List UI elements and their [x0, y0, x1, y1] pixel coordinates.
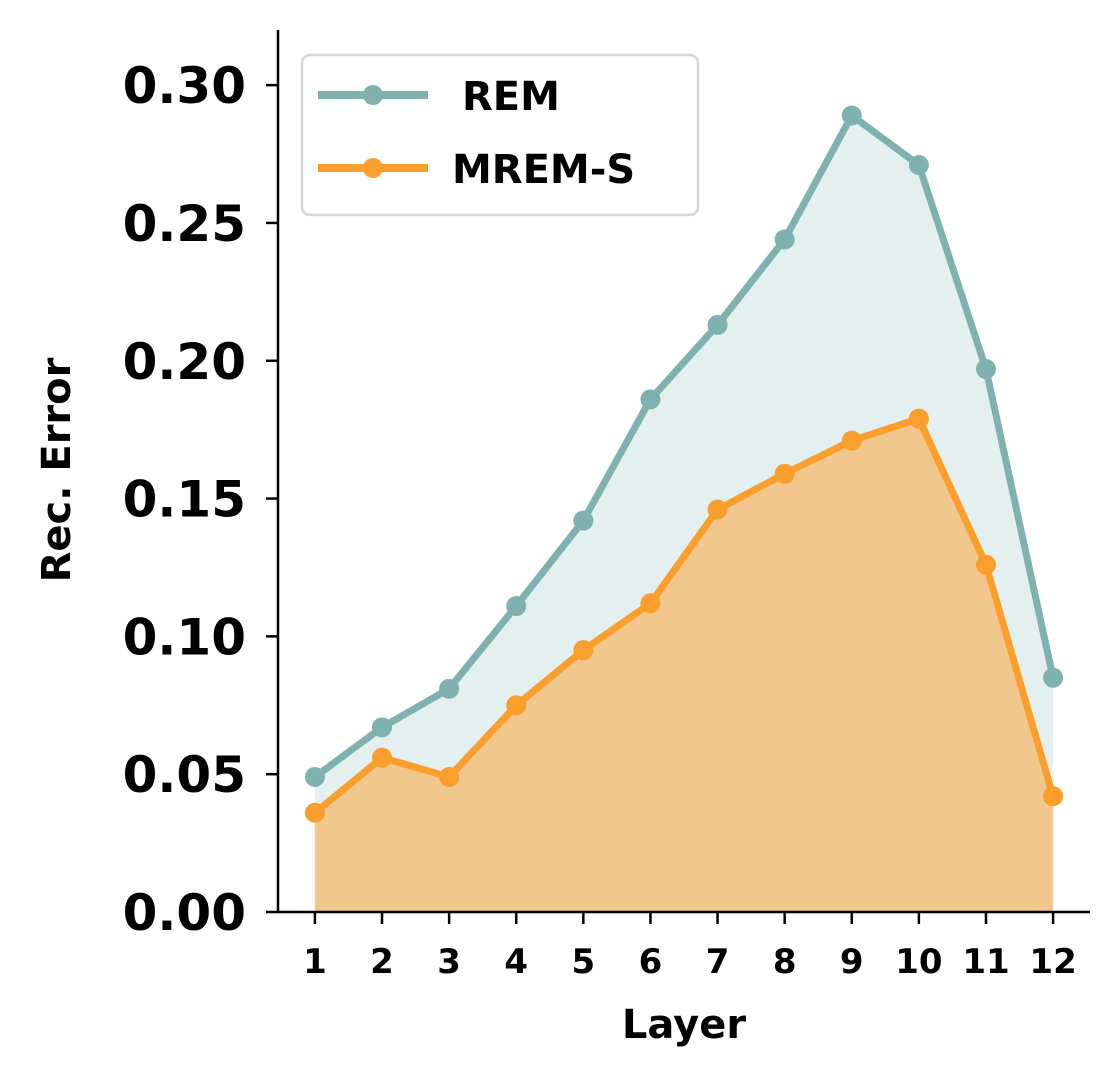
- x-tick-label: 4: [504, 942, 528, 982]
- data-point-rem: [975, 359, 996, 380]
- legend: REM MREM-S: [300, 53, 700, 217]
- data-point-mrem-s: [841, 430, 862, 451]
- area-fill-mrem-s: [314, 418, 1054, 912]
- series-line-rem: [311, 111, 1057, 781]
- series-points: [304, 105, 1064, 823]
- data-point-mrem-s: [439, 766, 460, 787]
- data-point-mrem-s: [640, 593, 661, 614]
- x-ticks: 1 2 3 4 5 6 7 8 9 10 11 12: [303, 912, 1077, 982]
- data-point-mrem-s: [506, 695, 527, 716]
- x-tick-label: 10: [895, 942, 942, 982]
- data-point-mrem-s: [975, 554, 996, 575]
- y-tick-label: 0.10: [123, 608, 246, 666]
- data-point-mrem-s: [372, 747, 393, 768]
- legend-marker-mrem-s: [363, 158, 383, 178]
- series-line-mrem-s: [311, 415, 1057, 817]
- data-point-mrem-s: [707, 499, 728, 520]
- data-point-rem: [640, 389, 661, 410]
- x-tick-label: 7: [706, 942, 730, 982]
- legend-marker-rem: [363, 85, 383, 105]
- x-tick-label: 11: [962, 942, 1009, 982]
- x-tick-label: 2: [370, 942, 394, 982]
- y-tick-label: 0.30: [123, 57, 246, 115]
- data-point-rem: [372, 717, 393, 738]
- legend-entry-rem: REM: [318, 74, 560, 120]
- data-point-rem: [439, 678, 460, 699]
- y-tick-label: 0.25: [123, 195, 246, 253]
- legend-label-mrem-s: MREM-S: [452, 147, 635, 193]
- series-lines: [311, 111, 1057, 817]
- legend-entry-mrem-s: MREM-S: [318, 147, 635, 193]
- y-tick-label: 0.20: [123, 333, 246, 391]
- y-axis-title: Rec. Error: [34, 357, 80, 582]
- x-tick-label: 3: [437, 942, 461, 982]
- y-tick-label: 0.05: [123, 746, 246, 804]
- area-fills: [314, 115, 1054, 913]
- legend-label-rem: REM: [462, 74, 560, 120]
- axes: [276, 30, 1090, 914]
- data-point-mrem-s: [573, 640, 594, 661]
- data-point-rem: [573, 510, 594, 531]
- data-point-mrem-s: [304, 802, 325, 823]
- data-point-rem: [707, 314, 728, 335]
- data-point-mrem-s: [1043, 786, 1064, 807]
- x-tick-label: 9: [840, 942, 864, 982]
- x-tick-label: 1: [303, 942, 327, 982]
- x-axis-title: Layer: [622, 1002, 746, 1048]
- data-point-rem: [774, 229, 795, 250]
- y-tick-label: 0.15: [123, 471, 246, 529]
- data-point-rem: [908, 155, 929, 176]
- data-point-mrem-s: [774, 463, 795, 484]
- y-tick-label: 0.00: [123, 884, 246, 942]
- data-point-rem: [304, 766, 325, 787]
- data-point-rem: [506, 596, 527, 617]
- data-point-rem: [1043, 667, 1064, 688]
- x-tick-label: 6: [639, 942, 663, 982]
- x-tick-label: 12: [1029, 942, 1076, 982]
- x-tick-label: 5: [572, 942, 596, 982]
- data-point-mrem-s: [908, 408, 929, 429]
- x-tick-label: 8: [773, 942, 797, 982]
- data-point-rem: [841, 105, 862, 126]
- y-ticks: 0.00 0.05 0.10 0.15 0.20 0.25 0.30: [123, 57, 278, 942]
